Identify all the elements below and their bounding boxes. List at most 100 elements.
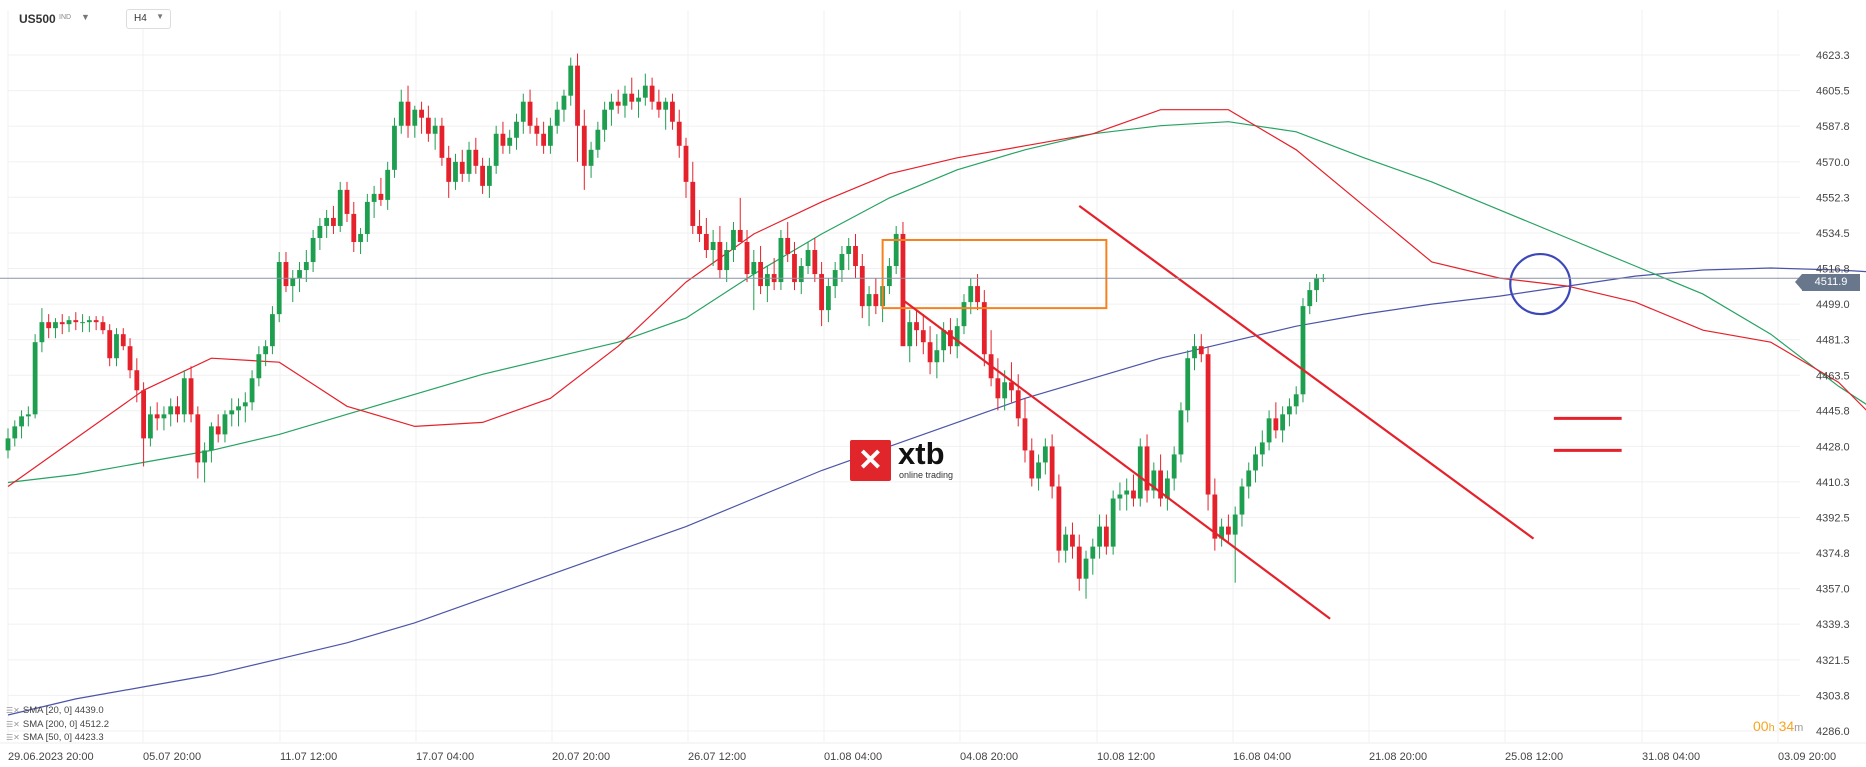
- candle-body: [710, 241, 716, 251]
- candle-body: [86, 320, 92, 323]
- candle-body: [1158, 470, 1163, 499]
- candle-body: [527, 101, 533, 126]
- candle-body: [466, 149, 472, 174]
- candle-body: [1198, 346, 1204, 355]
- candle-body: [690, 181, 696, 226]
- candle-body: [1022, 418, 1028, 451]
- y-tick-label: 4339.3: [1816, 619, 1850, 631]
- candle-body: [39, 322, 45, 343]
- candle-body: [778, 237, 784, 283]
- candle-body: [147, 414, 153, 439]
- candle-body: [371, 193, 377, 202]
- candle-body: [114, 334, 119, 359]
- candle-body: [290, 278, 296, 287]
- candle-body: [792, 254, 797, 283]
- candle-body: [419, 109, 424, 118]
- candle-body: [432, 125, 438, 134]
- candle-body: [1212, 494, 1218, 539]
- candle-body: [602, 109, 608, 130]
- candle-body: [134, 370, 140, 391]
- candle-body: [398, 101, 404, 126]
- candle-body: [53, 322, 58, 329]
- candle-body: [209, 426, 214, 451]
- candle-body: [283, 262, 289, 287]
- settings-close-icon[interactable]: ☰✕: [6, 733, 20, 742]
- candle-countdown: 00h 34m: [1753, 718, 1803, 734]
- y-tick-label: 4587.8: [1816, 121, 1850, 133]
- candle-body: [80, 322, 85, 324]
- candle-body: [907, 322, 913, 347]
- candle-body: [1103, 526, 1109, 547]
- timeframe-select[interactable]: H4 ▼: [126, 9, 171, 29]
- candle-body: [486, 165, 492, 186]
- candle-body: [392, 125, 397, 170]
- x-tick-label: 26.07 12:00: [688, 751, 746, 763]
- candle-body: [934, 350, 940, 363]
- consolidation-rectangle[interactable]: [881, 238, 1108, 310]
- time-axis[interactable]: 29.06.2023 20:00 05.07 20:00 11.07 12:00 17…: [8, 751, 1836, 763]
- candles: [5, 53, 1326, 599]
- y-tick-label: 4623.3: [1816, 50, 1850, 62]
- candle-body: [839, 254, 845, 271]
- legend-label: SMA [50, 0]: [22, 732, 72, 743]
- candle-body: [1131, 490, 1136, 499]
- legend-item-sma20[interactable]: ☰✕ SMA [20, 0] 4439.0: [6, 704, 109, 718]
- candle-body: [297, 270, 302, 279]
- chevron-down-icon[interactable]: ▼: [81, 12, 90, 22]
- chart-grid: [0, 10, 1866, 744]
- candle-body: [324, 217, 330, 226]
- candle-body: [1063, 534, 1069, 551]
- candle-body: [758, 262, 763, 287]
- candle-body: [785, 237, 791, 255]
- candle-body: [1232, 514, 1238, 535]
- candle-body: [141, 390, 146, 439]
- candle-body: [1083, 558, 1089, 579]
- candle-body: [120, 334, 126, 347]
- candle-body: [236, 406, 241, 411]
- settings-close-icon[interactable]: ☰✕: [6, 706, 20, 715]
- candle-body: [1300, 306, 1306, 395]
- candle-body: [751, 262, 757, 275]
- legend-item-sma200[interactable]: ☰✕ SMA [200, 0] 4512.2: [6, 718, 109, 732]
- candle-body: [920, 330, 926, 343]
- y-tick-label: 4481.3: [1816, 335, 1850, 347]
- candle-body: [873, 294, 879, 307]
- y-tick-label: 4570.0: [1816, 157, 1850, 169]
- candle-body: [1259, 442, 1265, 455]
- candle-body: [1307, 290, 1313, 307]
- candle-body: [663, 101, 669, 110]
- price-axis[interactable]: 4623.3 4605.5 4587.8 4570.0 4552.3 4534.5 4516…: [1816, 50, 1850, 738]
- candle-body: [100, 322, 106, 331]
- candle-body: [764, 274, 770, 287]
- trend-line[interactable]: [1078, 205, 1535, 540]
- logo-x-icon: ✕: [857, 444, 884, 477]
- highlight-circle[interactable]: [1509, 252, 1572, 316]
- candle-body: [19, 416, 24, 427]
- candle-body: [975, 286, 980, 303]
- candle-body: [1009, 382, 1014, 391]
- candle-body: [59, 322, 65, 325]
- candle-body: [181, 378, 187, 415]
- timer-minutes: 34: [1778, 718, 1795, 734]
- sma20-line: [7, 109, 1866, 487]
- candle-body: [270, 314, 275, 347]
- candle-body: [446, 157, 452, 182]
- legend-label: SMA [20, 0]: [22, 705, 72, 716]
- candle-body: [1246, 470, 1252, 487]
- candle-body: [351, 213, 357, 242]
- settings-close-icon[interactable]: ☰✕: [6, 719, 20, 729]
- candle-body: [473, 149, 479, 166]
- xtb-logo: ✕ xtb online trading: [850, 436, 970, 482]
- trend-line[interactable]: [902, 299, 1331, 620]
- x-tick-label: 21.08 20:00: [1369, 751, 1427, 763]
- candle-body: [161, 414, 167, 419]
- symbol-name[interactable]: US500: [19, 12, 56, 26]
- candle-body: [548, 125, 553, 146]
- candle-body: [744, 241, 750, 275]
- legend-item-sma50[interactable]: ☰✕ SMA [50, 0] 4423.3: [6, 731, 109, 745]
- candle-body: [724, 250, 730, 271]
- candle-body: [1036, 462, 1041, 479]
- candle-body: [425, 117, 431, 134]
- candle-body: [1226, 526, 1231, 535]
